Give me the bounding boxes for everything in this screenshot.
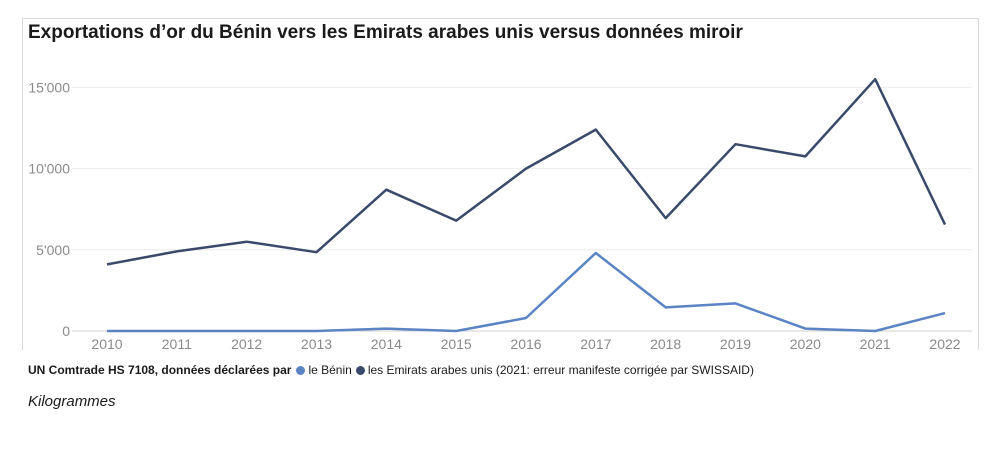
x-tick-label: 2013 — [301, 336, 332, 352]
x-tick-label: 2014 — [371, 336, 402, 352]
legend-item-eau[interactable]: les Emirats arabes unis (2021: erreur ma… — [355, 363, 754, 377]
chart-frame — [22, 18, 979, 350]
chart-title: Exportations d’or du Bénin vers les Emir… — [28, 22, 743, 43]
x-tick-label: 2015 — [441, 336, 472, 352]
x-tick-label: 2010 — [91, 336, 122, 352]
y-tick-label: 15'000 — [28, 79, 70, 95]
legend: UN Comtrade HS 7108, données déclarées p… — [28, 363, 758, 377]
x-tick-label: 2021 — [860, 336, 891, 352]
x-tick-label: 2022 — [929, 336, 960, 352]
series-line-eau[interactable] — [106, 77, 947, 266]
x-tick-label: 2018 — [650, 336, 681, 352]
y-tick-label: 0 — [62, 323, 70, 339]
legend-label-eau: les Emirats arabes unis (2021: erreur ma… — [367, 363, 754, 377]
legend-marker-eau — [355, 365, 365, 375]
x-tick-label: 2019 — [720, 336, 751, 352]
legend-source: UN Comtrade HS 7108, données déclarées p… — [28, 363, 292, 377]
x-tick-label: 2012 — [231, 336, 262, 352]
y-tick-label: 5'000 — [36, 242, 70, 258]
legend-marker-benin — [296, 365, 306, 375]
line-chart: 0 5'000 10'000 15'000 2010 2011 2012 2013 2014 20… — [28, 77, 972, 352]
series-line-benin[interactable] — [107, 251, 946, 333]
x-tick-label: 2011 — [162, 336, 192, 352]
legend-label-benin: le Bénin — [308, 363, 352, 377]
x-tick-label: 2017 — [580, 336, 611, 352]
units-label: Kilogrammes — [28, 393, 116, 410]
x-tick-label: 2016 — [510, 336, 541, 352]
y-tick-label: 10'000 — [28, 161, 70, 177]
legend-item-benin[interactable]: le Bénin — [296, 363, 352, 377]
x-tick-label: 2020 — [790, 336, 821, 352]
